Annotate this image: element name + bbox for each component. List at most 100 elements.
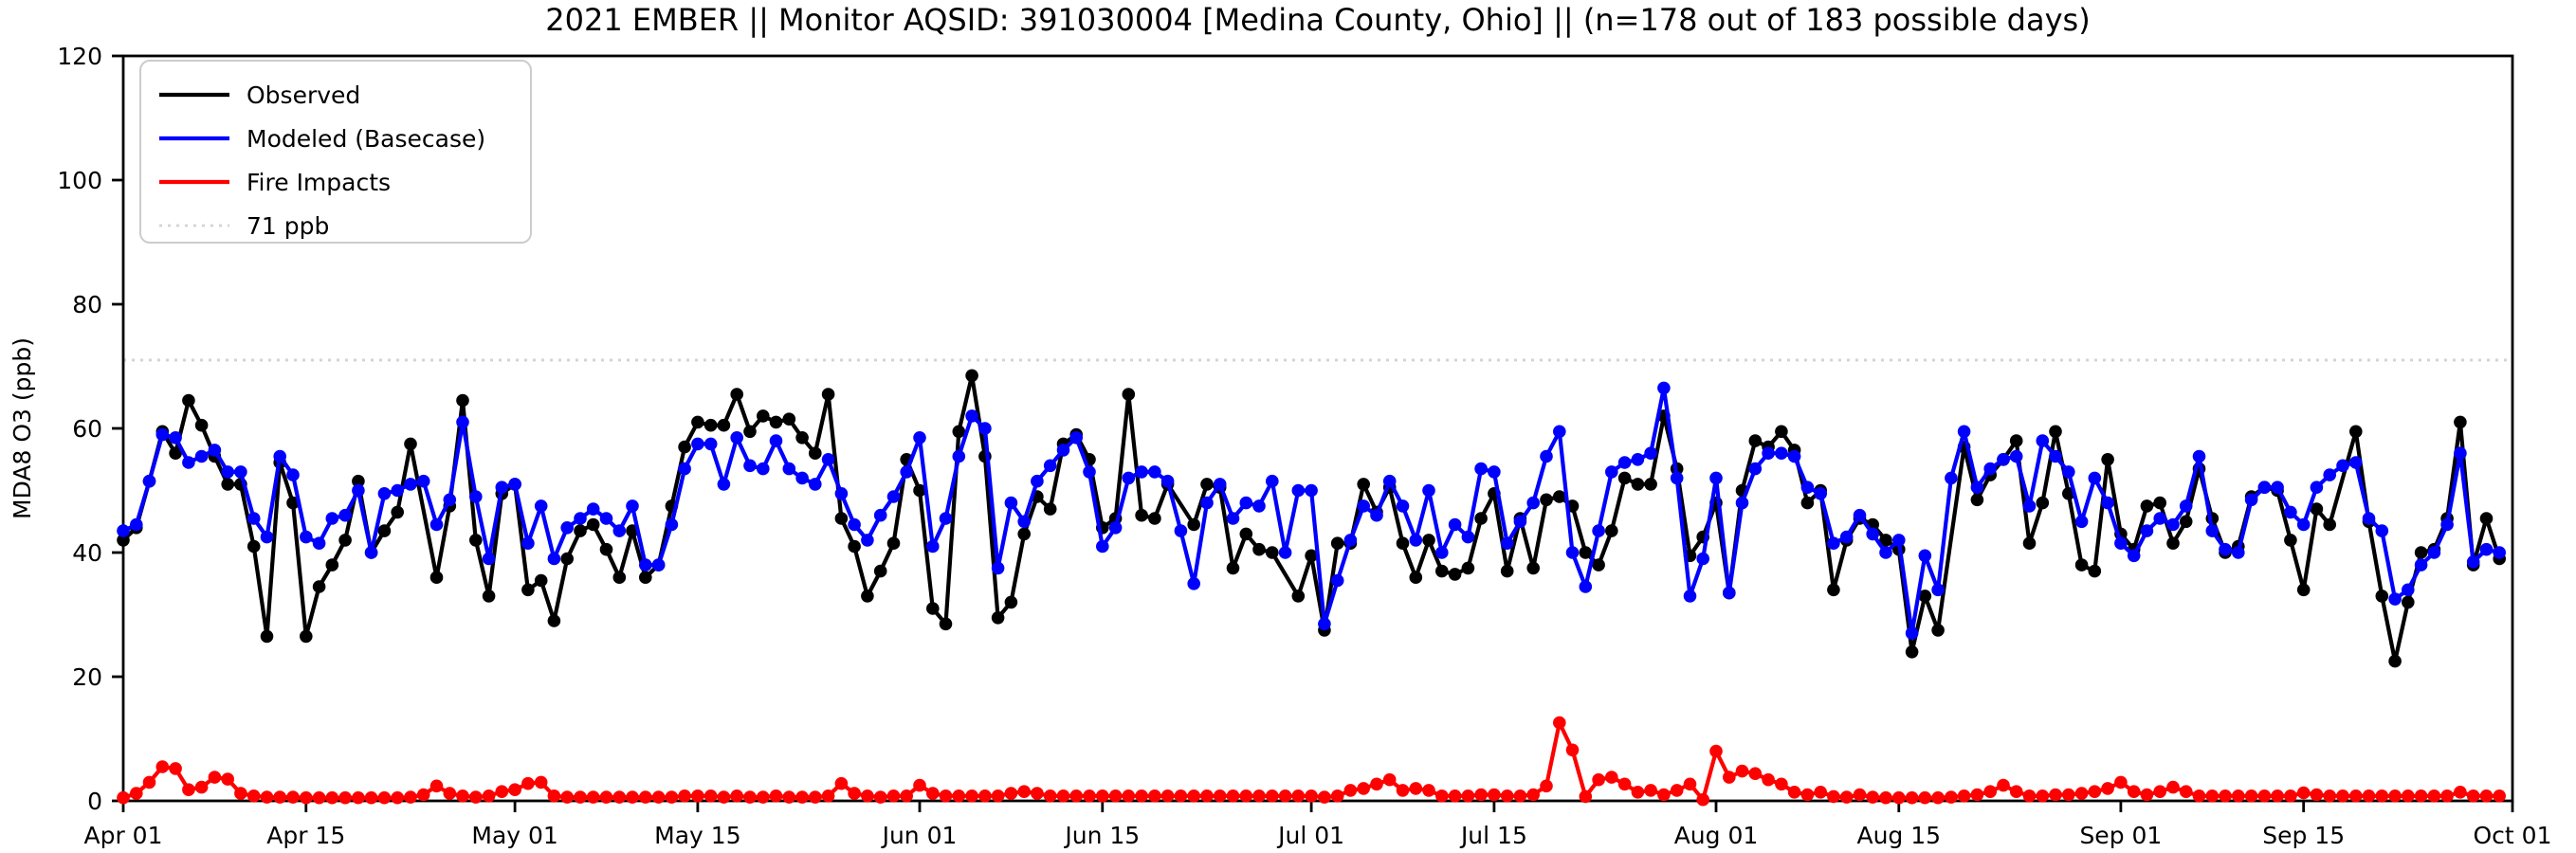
series-observed-marker: [247, 539, 261, 554]
series-modeled-basecase-marker: [1031, 474, 1044, 488]
series-observed-marker: [2166, 536, 2180, 550]
series-fire-impacts-marker: [404, 790, 417, 804]
series-modeled-basecase-marker: [2232, 546, 2245, 559]
series-observed-marker: [1148, 512, 1161, 525]
series-modeled-basecase-marker: [155, 427, 170, 442]
series-fire-impacts-marker: [534, 775, 548, 789]
series-modeled-basecase-marker: [1108, 521, 1123, 535]
series-fire-impacts-marker: [1435, 789, 1449, 803]
series-fire-impacts-marker: [260, 790, 274, 804]
series-modeled-basecase-marker: [1435, 546, 1449, 559]
series-modeled-basecase-marker: [1004, 496, 1018, 510]
series-fire-impacts-marker: [1983, 785, 1997, 798]
series-modeled-basecase-marker: [2466, 555, 2480, 569]
series-modeled-basecase-marker: [1357, 499, 1370, 513]
series-fire-impacts-marker: [273, 790, 287, 804]
series-modeled-basecase-marker: [1461, 530, 1475, 544]
series-modeled-basecase-marker: [1513, 515, 1527, 529]
series-observed-marker: [2101, 453, 2114, 466]
series-fire-impacts-marker: [2271, 789, 2284, 803]
series-fire-impacts-marker: [1200, 789, 1214, 803]
series-observed-marker: [939, 617, 953, 631]
series-modeled-basecase-marker: [886, 490, 901, 503]
series-fire-impacts-marker: [1592, 772, 1605, 787]
legend-label-fire-impacts: Fire Impacts: [247, 169, 391, 196]
series-modeled-basecase-marker: [1931, 583, 1945, 597]
legend-label-observed: Observed: [247, 82, 360, 109]
series-observed-marker: [1540, 493, 1553, 507]
series-observed-marker: [586, 517, 600, 532]
series-observed-marker: [1305, 549, 1318, 563]
series-modeled-basecase-marker: [821, 453, 835, 466]
series-observed-marker: [2479, 512, 2494, 525]
series-observed-marker: [782, 412, 796, 426]
series-modeled-basecase-marker: [1409, 534, 1423, 547]
series-fire-impacts-marker: [443, 787, 457, 800]
series-observed-marker: [2375, 590, 2389, 603]
series-modeled-basecase-marker: [534, 499, 548, 513]
series-observed-marker: [1592, 558, 1605, 572]
series-modeled-basecase-marker: [1474, 462, 1488, 476]
series-observed-marker: [1970, 493, 1984, 507]
series-observed-marker: [1017, 527, 1031, 541]
series-modeled-basecase-marker: [2284, 505, 2297, 519]
series-observed-marker: [312, 580, 326, 593]
series-modeled-basecase-marker: [1670, 471, 1684, 485]
series-modeled-basecase-marker: [1839, 530, 1854, 544]
series-fire-impacts-marker: [848, 787, 861, 800]
series-modeled-basecase-marker: [1200, 496, 1214, 510]
series-modeled-basecase-marker: [834, 487, 849, 500]
series-fire-impacts-marker: [639, 790, 652, 804]
series-observed-marker: [691, 415, 704, 429]
series-modeled-basecase-marker: [2244, 493, 2258, 507]
series-fire-impacts-marker: [1644, 784, 1657, 797]
series-fire-impacts-marker: [194, 780, 209, 794]
series-modeled-basecase-marker: [1918, 549, 1932, 563]
series-observed-marker: [1252, 542, 1266, 556]
series-modeled-basecase-marker: [482, 552, 496, 566]
series-modeled-basecase-marker: [469, 490, 483, 503]
series-modeled-basecase-marker: [1605, 465, 1618, 479]
series-modeled-basecase-marker: [1696, 552, 1709, 566]
series-fire-impacts-marker: [312, 790, 326, 805]
series-modeled-basecase-marker: [1983, 462, 1997, 476]
series-observed-marker: [952, 425, 966, 439]
series-fire-impacts-marker: [1683, 777, 1697, 791]
series-modeled-basecase-marker: [2127, 549, 2141, 563]
series-fire-impacts-marker: [703, 789, 718, 803]
series-fire-impacts-marker: [1657, 788, 1671, 802]
series-observed-marker: [1226, 561, 1240, 575]
series-modeled-basecase-marker: [639, 558, 652, 572]
series-fire-impacts-marker: [1723, 771, 1736, 784]
series-fire-impacts-marker: [1318, 790, 1331, 804]
series-observed-marker: [1187, 517, 1200, 532]
series-fire-impacts-marker: [2440, 789, 2454, 803]
series-observed-marker: [2454, 415, 2467, 429]
series-observed-marker: [1631, 478, 1645, 491]
series-fire-impacts-marker: [1918, 790, 1932, 805]
series-observed-marker: [809, 446, 822, 461]
series-modeled-basecase-marker: [795, 471, 809, 485]
series-modeled-basecase-marker: [2323, 468, 2336, 481]
series-modeled-basecase-marker: [1382, 474, 1397, 488]
series-fire-impacts-marker: [2166, 780, 2180, 794]
series-fire-impacts-marker: [1879, 790, 1892, 805]
series-modeled-basecase-marker: [377, 487, 392, 500]
series-modeled-basecase-marker: [1526, 496, 1540, 510]
series-modeled-basecase-marker: [142, 474, 156, 488]
series-fire-impacts-marker: [1709, 744, 1723, 758]
series-modeled-basecase-marker: [1866, 527, 1879, 541]
series-modeled-basecase-marker: [1579, 580, 1593, 593]
series-fire-impacts-marker: [1083, 789, 1096, 803]
series-fire-impacts-marker: [2232, 789, 2245, 803]
x-tick-label: May 01: [471, 822, 557, 849]
series-observed-marker: [991, 611, 1005, 625]
series-observed-marker: [730, 388, 743, 401]
series-fire-impacts-marker: [1670, 784, 1684, 797]
series-fire-impacts-marker: [1931, 790, 1945, 805]
series-observed-marker: [2402, 595, 2415, 609]
series-modeled-basecase-marker: [1617, 456, 1632, 469]
series-observed-marker: [1617, 471, 1632, 485]
series-modeled-basecase-marker: [2349, 456, 2363, 469]
series-modeled-basecase-marker: [848, 517, 861, 532]
